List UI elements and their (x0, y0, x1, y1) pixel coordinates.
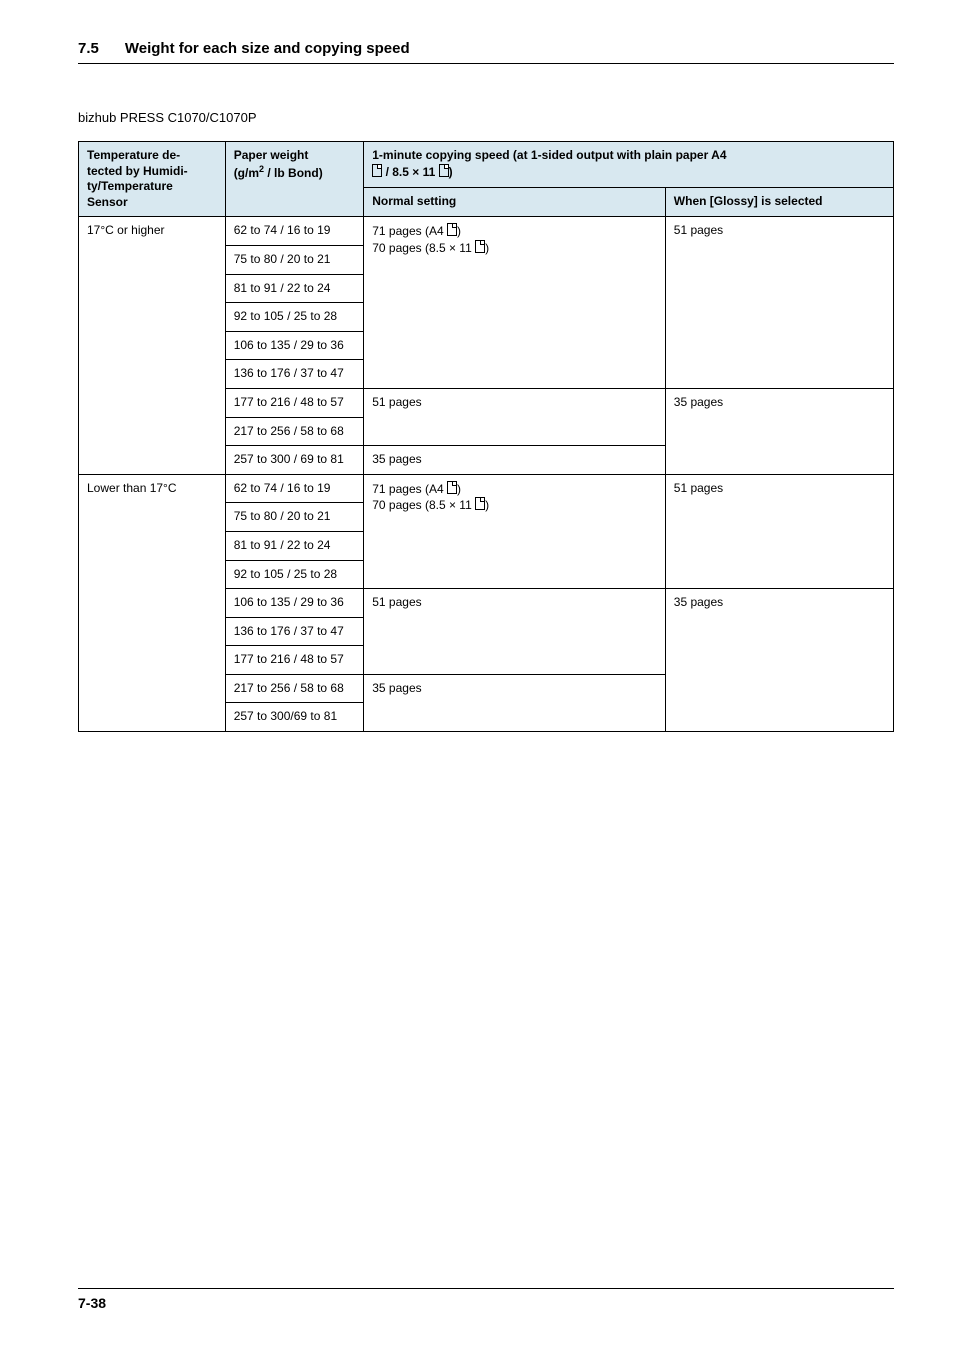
normal-speed-cell: 71 pages (A4 ) 70 pages (8.5 × 11 ) (364, 474, 666, 588)
page-orientation-icon (439, 164, 449, 177)
speed-header-top: 1-minute copying speed (at 1-sided outpu… (372, 148, 726, 162)
spec-table: Temperature de- tected by Humidi- ty/Tem… (78, 141, 894, 732)
weight-cell: 257 to 300/69 to 81 (225, 703, 364, 732)
normal-speed-line: 71 pages (A4 (372, 224, 447, 238)
section-title: Weight for each size and copying speed (125, 40, 410, 57)
normal-speed-close: ) (457, 224, 461, 238)
col-header-temperature: Temperature de- tected by Humidi- ty/Tem… (79, 142, 226, 217)
normal-speed-cell: 35 pages (364, 446, 666, 475)
table-header-row: Temperature de- tected by Humidi- ty/Tem… (79, 142, 894, 188)
page-orientation-icon (447, 223, 457, 236)
normal-speed-close: ) (457, 482, 461, 496)
table-row: 17°C or higher 62 to 74 / 16 to 19 71 pa… (79, 217, 894, 246)
page-orientation-icon (372, 164, 382, 177)
normal-speed-close: ) (485, 498, 489, 512)
weight-cell: 136 to 176 / 37 to 47 (225, 617, 364, 646)
weight-cell: 92 to 105 / 25 to 28 (225, 560, 364, 589)
glossy-speed-cell: 35 pages (665, 589, 893, 732)
normal-speed-line: 71 pages (A4 (372, 482, 447, 496)
section-number: 7.5 (78, 40, 99, 57)
temperature-cell: Lower than 17°C (79, 474, 226, 731)
col-header-speed: 1-minute copying speed (at 1-sided outpu… (364, 142, 894, 188)
normal-speed-cell: 51 pages (364, 589, 666, 675)
normal-speed-cell: 71 pages (A4 ) 70 pages (8.5 × 11 ) (364, 217, 666, 389)
normal-speed-line: 70 pages (8.5 × 11 (372, 498, 475, 512)
speed-header-mid: / 8.5 × 11 (382, 165, 438, 179)
page-container: 7.5 Weight for each size and copying spe… (0, 0, 954, 1351)
weight-cell: 136 to 176 / 37 to 47 (225, 360, 364, 389)
speed-header-close: ) (449, 165, 453, 179)
page-orientation-icon (447, 481, 457, 494)
weight-cell: 81 to 91 / 22 to 24 (225, 531, 364, 560)
weight-cell: 62 to 74 / 16 to 19 (225, 217, 364, 246)
body-area: bizhub PRESS C1070/C1070P Temperature de… (78, 64, 894, 1288)
paper-weight-tail: / lb Bond) (264, 166, 323, 180)
page-footer: 7-38 (78, 1288, 894, 1311)
weight-cell: 257 to 300 / 69 to 81 (225, 446, 364, 475)
weight-cell: 177 to 216 / 48 to 57 (225, 388, 364, 417)
glossy-speed-cell: 35 pages (665, 388, 893, 474)
normal-speed-cell: 51 pages (364, 388, 666, 445)
weight-cell: 62 to 74 / 16 to 19 (225, 474, 364, 503)
page-orientation-icon (475, 240, 485, 253)
col-header-glossy-selected: When [Glossy] is selected (665, 188, 893, 217)
col-header-normal-setting: Normal setting (364, 188, 666, 217)
glossy-speed-cell: 51 pages (665, 474, 893, 588)
weight-cell: 81 to 91 / 22 to 24 (225, 274, 364, 303)
weight-cell: 92 to 105 / 25 to 28 (225, 303, 364, 332)
weight-cell: 106 to 135 / 29 to 36 (225, 589, 364, 618)
glossy-speed-cell: 51 pages (665, 217, 893, 389)
normal-speed-line: 70 pages (8.5 × 11 (372, 241, 475, 255)
weight-cell: 75 to 80 / 20 to 21 (225, 503, 364, 532)
page-header: 7.5 Weight for each size and copying spe… (78, 40, 894, 64)
weight-cell: 217 to 256 / 58 to 68 (225, 674, 364, 703)
weight-cell: 106 to 135 / 29 to 36 (225, 331, 364, 360)
table-row: Lower than 17°C 62 to 74 / 16 to 19 71 p… (79, 474, 894, 503)
weight-cell: 75 to 80 / 20 to 21 (225, 245, 364, 274)
weight-cell: 177 to 216 / 48 to 57 (225, 646, 364, 675)
normal-speed-close: ) (485, 241, 489, 255)
page-orientation-icon (475, 497, 485, 510)
product-name: bizhub PRESS C1070/C1070P (78, 110, 894, 125)
normal-speed-cell: 35 pages (364, 674, 666, 731)
col-header-paper-weight: Paper weight (g/m2 / lb Bond) (225, 142, 364, 217)
weight-cell: 217 to 256 / 58 to 68 (225, 417, 364, 446)
page-number: 7-38 (78, 1295, 106, 1311)
temperature-cell: 17°C or higher (79, 217, 226, 474)
